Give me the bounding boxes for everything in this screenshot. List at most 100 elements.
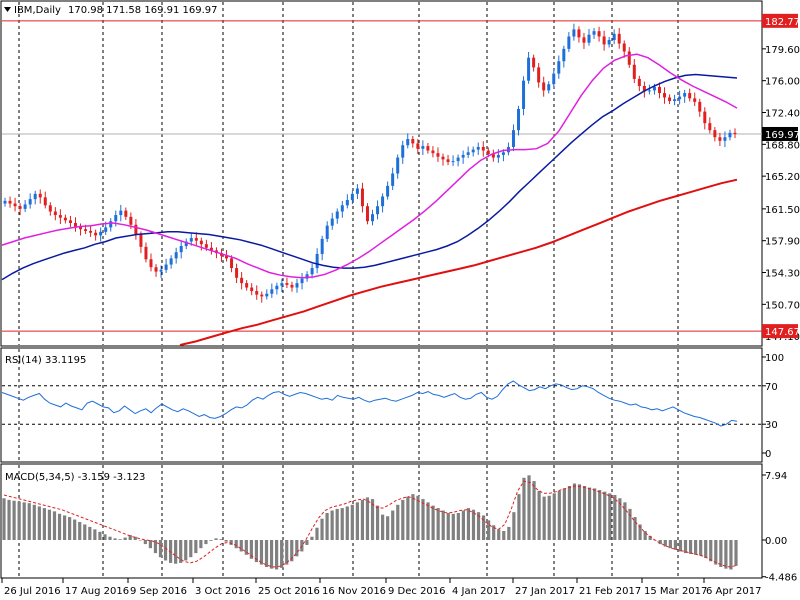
level-price-box (762, 324, 798, 339)
candle-body (295, 283, 299, 288)
macd-histogram-bar (32, 504, 36, 540)
macd-histogram-bar (527, 475, 531, 540)
candle-body (587, 34, 591, 43)
candle-body (552, 73, 556, 85)
candle-body (501, 152, 505, 155)
macd-histogram-bar (603, 491, 607, 540)
rsi-panel (1, 380, 762, 427)
macd-histogram-bar (416, 495, 420, 540)
macd-histogram-bar (189, 540, 193, 558)
candle-body (13, 203, 17, 207)
macd-histogram-bar (224, 540, 228, 542)
price-tick-label: 161.50 (765, 205, 800, 216)
macd-histogram-bar (310, 536, 314, 540)
rsi-tick-label: 100 (765, 353, 784, 364)
candle-body (134, 224, 138, 235)
macd-histogram-bar (158, 540, 163, 558)
candle-body (708, 123, 712, 131)
macd-histogram-bar (476, 512, 481, 540)
time-axis: 26 Jul 2016 17 Aug 2016 9 Sep 2016 3 Oct 20… (1, 578, 761, 597)
macd-histogram-bar (68, 517, 72, 540)
macd-histogram-bar (184, 540, 188, 561)
candle-body (73, 223, 77, 227)
candle-body (129, 216, 133, 225)
candle-body (325, 225, 329, 239)
candle-body (119, 210, 123, 216)
macd-histogram-bar (431, 505, 435, 540)
macd-histogram-bar (562, 488, 566, 540)
macd-histogram-bar (451, 513, 455, 540)
candle-body (663, 93, 667, 98)
candle-body (517, 108, 521, 131)
macd-histogram-bar (133, 536, 137, 540)
candle-body (446, 159, 450, 163)
macd-histogram-bar (174, 540, 178, 564)
candle-body (310, 268, 314, 275)
macd-histogram-bar (557, 490, 561, 540)
candle-body (657, 86, 661, 94)
macd-histogram-bar (345, 506, 349, 540)
candle-body (355, 188, 359, 194)
candle-body (275, 285, 279, 290)
macd-histogram-bar (103, 534, 107, 540)
macd-histogram-bar (532, 481, 536, 540)
candle-body (230, 258, 234, 269)
macd-histogram-bar (699, 540, 703, 556)
macd-histogram-bar (517, 494, 521, 540)
candle-body (632, 64, 636, 79)
price-tick-label: 154.30 (765, 269, 800, 280)
macd-histogram-bar (537, 490, 541, 540)
candle-body (28, 199, 32, 205)
macd-panel (2, 475, 738, 570)
candle-body (421, 146, 425, 149)
candle-body (340, 205, 344, 212)
candle-body (602, 36, 606, 45)
time-tick-label: 15 Mar 2017 (644, 586, 707, 597)
candle-body (174, 252, 178, 259)
candle-body (547, 84, 551, 91)
candle-body (194, 238, 198, 241)
macd-title: MACD(5,34,5) -3.159 -3.123 (5, 472, 145, 483)
candle-body (290, 284, 294, 288)
candle-body (577, 29, 581, 38)
macd-histogram-bar (350, 504, 354, 540)
candle-body (330, 218, 334, 226)
price-tick-label: 165.20 (765, 172, 800, 183)
price-tick-label: 157.90 (765, 237, 800, 248)
candle-body (481, 146, 485, 151)
macd-histogram-bar (42, 508, 46, 540)
macd-histogram-bar (552, 493, 556, 540)
macd-histogram-bar (648, 535, 652, 540)
macd-tick-label: -4.486 (765, 573, 797, 584)
candle-body (511, 130, 515, 147)
candle-body (360, 188, 364, 207)
candle-body (164, 264, 168, 270)
candle-body (79, 226, 83, 230)
candle-body (320, 238, 324, 254)
macd-histogram-bar (360, 499, 365, 540)
rsi-tick-label: 30 (765, 420, 778, 431)
macd-histogram-bar (47, 509, 52, 540)
macd-histogram-bar (461, 510, 465, 540)
dropdown-triangle-icon[interactable] (4, 7, 11, 12)
candle-body (139, 234, 143, 247)
macd-histogram-bar (436, 508, 440, 540)
macd-histogram-bar (330, 510, 334, 540)
candle-body (617, 33, 621, 44)
candle-body (43, 197, 47, 206)
candle-body (683, 93, 687, 97)
candle-body (240, 277, 244, 284)
candle-body (537, 67, 541, 83)
candle-body (673, 99, 677, 102)
macd-tick-label: 0.00 (765, 536, 787, 547)
candle-body (8, 200, 12, 204)
macd-histogram-bar (27, 503, 31, 540)
candle-body (124, 210, 128, 217)
time-tick-label: 21 Feb 2017 (579, 586, 641, 597)
ma-fast-line (1, 53, 738, 279)
macd-histogram-bar (340, 508, 344, 540)
level-price-box (762, 13, 798, 28)
macd-histogram-bar (507, 526, 511, 540)
candle-body (592, 31, 596, 35)
macd-histogram-bar (421, 499, 425, 540)
